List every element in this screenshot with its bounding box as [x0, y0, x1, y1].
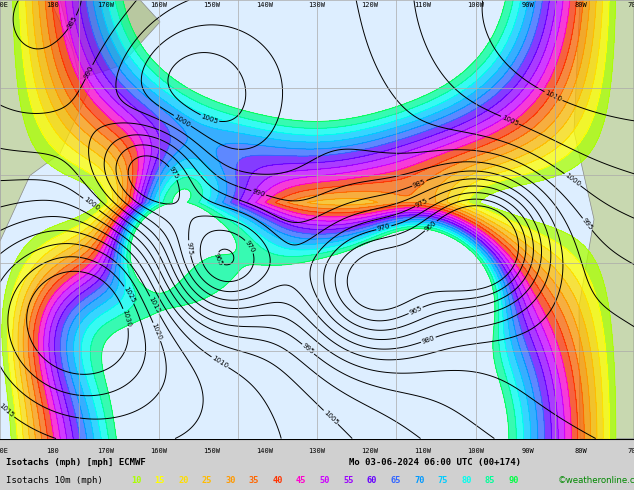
Text: 965: 965 — [213, 252, 224, 267]
Text: Mo 03-06-2024 06:00 UTC (00+174): Mo 03-06-2024 06:00 UTC (00+174) — [349, 458, 521, 467]
Text: 100W: 100W — [467, 2, 484, 8]
Text: 140W: 140W — [256, 448, 273, 454]
Text: 75: 75 — [437, 476, 448, 485]
Text: 110W: 110W — [414, 2, 431, 8]
Text: 85: 85 — [485, 476, 495, 485]
Text: 975: 975 — [186, 241, 193, 255]
Text: 170W: 170W — [97, 448, 114, 454]
Text: 160W: 160W — [150, 2, 167, 8]
Text: 985: 985 — [67, 15, 79, 29]
Text: 995: 995 — [301, 343, 315, 356]
Text: 170E: 170E — [0, 448, 8, 454]
Text: 150W: 150W — [203, 2, 220, 8]
Text: 970: 970 — [377, 223, 391, 232]
Text: 960: 960 — [424, 220, 438, 232]
Text: 50: 50 — [320, 476, 330, 485]
Polygon shape — [574, 0, 634, 439]
Text: 140W: 140W — [256, 2, 273, 8]
Text: 1030: 1030 — [121, 309, 131, 328]
Text: 45: 45 — [296, 476, 307, 485]
Text: 1015: 1015 — [148, 296, 161, 315]
Text: 980: 980 — [421, 335, 436, 345]
Text: 70W: 70W — [628, 448, 634, 454]
Text: 150W: 150W — [203, 448, 220, 454]
Text: 990: 990 — [251, 188, 266, 197]
Text: 70W: 70W — [628, 2, 634, 8]
Text: 1000: 1000 — [564, 172, 581, 188]
Text: 1010: 1010 — [210, 355, 229, 369]
Text: 985: 985 — [412, 178, 427, 189]
Text: 1015: 1015 — [0, 403, 15, 419]
Text: 60: 60 — [367, 476, 377, 485]
Text: 20: 20 — [178, 476, 189, 485]
Text: 80: 80 — [461, 476, 472, 485]
Text: 180: 180 — [46, 448, 59, 454]
Text: 10: 10 — [131, 476, 141, 485]
Text: 160W: 160W — [150, 448, 167, 454]
Text: 1005: 1005 — [322, 409, 339, 426]
Text: 1000: 1000 — [82, 196, 100, 212]
Text: 995: 995 — [581, 217, 594, 231]
Polygon shape — [60, 0, 160, 79]
Text: 110W: 110W — [414, 448, 431, 454]
Text: 120W: 120W — [361, 448, 378, 454]
Text: Isotachs (mph) [mph] ECMWF: Isotachs (mph) [mph] ECMWF — [6, 458, 146, 467]
Text: 965: 965 — [408, 305, 423, 316]
Text: 65: 65 — [391, 476, 401, 485]
Text: 1005: 1005 — [200, 113, 219, 124]
Text: 80W: 80W — [575, 2, 588, 8]
Text: 970: 970 — [244, 239, 256, 254]
Text: 1005: 1005 — [501, 114, 519, 126]
Text: 120W: 120W — [361, 2, 378, 8]
Text: Isotachs 10m (mph): Isotachs 10m (mph) — [6, 476, 103, 485]
Text: 40: 40 — [273, 476, 283, 485]
Text: 180: 180 — [46, 2, 59, 8]
Text: 80W: 80W — [575, 448, 588, 454]
Text: 90: 90 — [508, 476, 519, 485]
Text: 1010: 1010 — [544, 90, 563, 103]
Text: 100W: 100W — [467, 448, 484, 454]
Polygon shape — [0, 0, 90, 241]
Text: ©weatheronline.co.uk: ©weatheronline.co.uk — [558, 476, 634, 485]
Text: 170E: 170E — [0, 2, 8, 8]
Text: 170W: 170W — [97, 2, 114, 8]
Text: 1000: 1000 — [173, 113, 191, 128]
Text: 15: 15 — [155, 476, 165, 485]
Text: 1020: 1020 — [151, 322, 163, 341]
Text: 975: 975 — [167, 166, 179, 180]
Text: 90W: 90W — [522, 2, 534, 8]
Text: 130W: 130W — [309, 448, 325, 454]
Text: 30: 30 — [225, 476, 236, 485]
Text: 70: 70 — [414, 476, 425, 485]
Text: 1025: 1025 — [122, 286, 136, 304]
Text: 35: 35 — [249, 476, 259, 485]
Text: 25: 25 — [202, 476, 212, 485]
Text: 975: 975 — [415, 197, 429, 209]
Text: 90W: 90W — [522, 448, 534, 454]
Text: 990: 990 — [83, 64, 95, 79]
Text: 130W: 130W — [309, 2, 325, 8]
Text: 55: 55 — [343, 476, 354, 485]
